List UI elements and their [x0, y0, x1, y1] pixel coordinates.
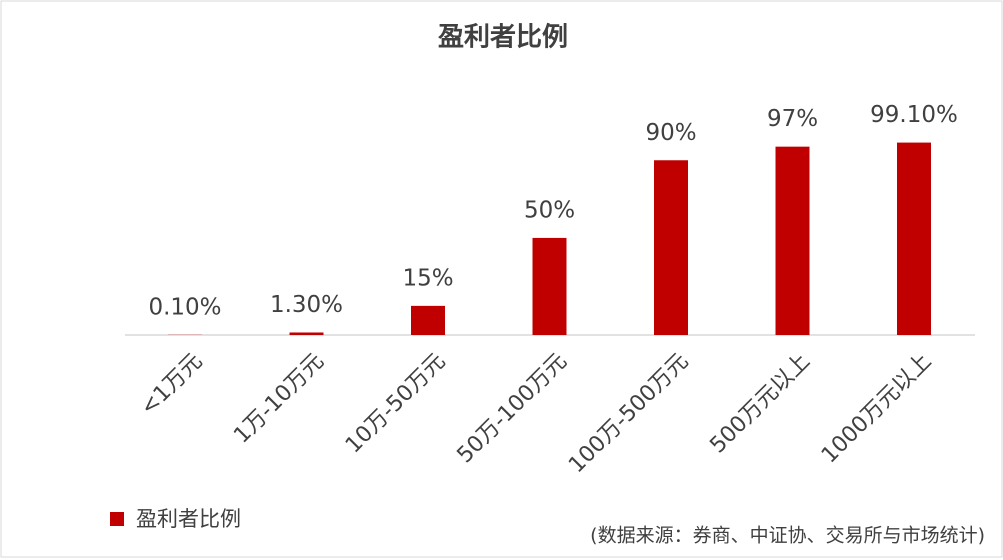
legend-swatch — [110, 512, 124, 526]
bar — [289, 332, 324, 335]
data-label: 90% — [645, 120, 696, 146]
bar — [654, 160, 688, 335]
data-label: 97% — [767, 106, 818, 132]
bar — [897, 142, 931, 335]
source-note: (数据来源：券商、中证协、交易所与市场统计) — [590, 525, 985, 547]
chart-title: 盈利者比例 — [437, 23, 568, 53]
data-label: 50% — [524, 197, 575, 223]
data-label: 99.10% — [870, 102, 958, 128]
data-label: 1.30% — [270, 292, 343, 318]
bar — [775, 146, 810, 335]
bar — [532, 237, 567, 335]
bar — [411, 305, 445, 335]
legend-label: 盈利者比例 — [136, 507, 241, 531]
data-label: 0.10% — [148, 294, 221, 320]
data-label: 15% — [402, 265, 453, 291]
